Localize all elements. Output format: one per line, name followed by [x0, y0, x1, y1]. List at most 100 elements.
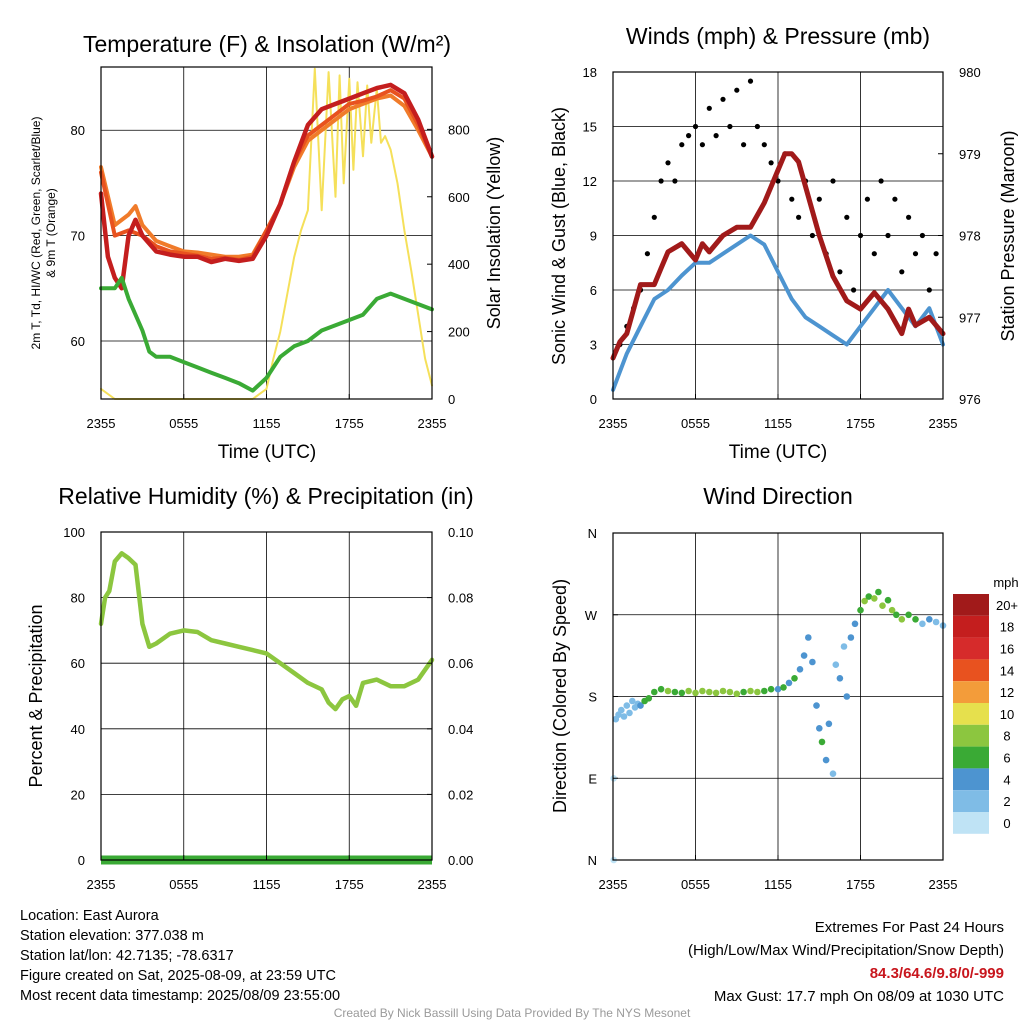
temperature-xtick-label-4: 2355 — [418, 416, 447, 431]
direction-point-8 — [629, 697, 636, 705]
winds-gust-point-19 — [747, 78, 754, 84]
winds-xtick-label-2: 1155 — [764, 416, 792, 431]
winds-ytick-right-2: 978 — [959, 229, 981, 244]
direction-point-29 — [754, 688, 761, 696]
winds-gust-point-14 — [713, 133, 719, 139]
credit-line: Created By Nick Bassill Using Data Provi… — [333, 1006, 691, 1020]
winds-gust-point-25 — [789, 196, 795, 202]
station-latlon: Station lat/lon: 42.7135; -78.6317 — [20, 948, 234, 964]
humidity-ytick-right-1: 0.02 — [448, 787, 473, 802]
temperature-panel: Temperature (F) & Insolation (W/m²) 2355… — [29, 31, 504, 463]
direction-xtick-label-3: 1755 — [846, 877, 875, 892]
direction-point-15 — [657, 685, 665, 693]
winds-gust-point-21 — [761, 142, 767, 148]
speed-colorbar: mph 20+ 18 16 14 12 10 8 6 4 2 0 — [953, 575, 1019, 834]
winds-ylabel-right: Station Pressure (Maroon) — [998, 130, 1018, 341]
winds-gust-point-4 — [644, 251, 651, 257]
direction-point-34 — [785, 679, 793, 687]
colorbar-box-8 — [953, 768, 989, 791]
direction-point-48 — [840, 643, 848, 650]
temperature-ytick-left-1: 70 — [71, 229, 85, 244]
direction-xtick-label-1: 0555 — [681, 877, 710, 892]
direction-point-58 — [884, 596, 892, 604]
direction-point-25 — [726, 688, 734, 696]
winds-gust-point-23 — [775, 178, 781, 184]
humidity-ytick-left-2: 40 — [71, 722, 85, 737]
humidity-xtick-label-3: 1755 — [335, 877, 364, 892]
extremes-info: Extremes For Past 24 Hours (High/Low/Max… — [688, 916, 1004, 1008]
direction-point-35 — [791, 675, 798, 682]
winds-gust-point-46 — [933, 251, 939, 257]
humidity-xtick-label-4: 2355 — [418, 877, 447, 892]
humidity-ytick-right-4: 0.08 — [448, 591, 473, 606]
direction-point-54 — [865, 593, 873, 600]
direction-point-36 — [796, 666, 804, 673]
direction-point-53 — [861, 597, 868, 605]
colorbar-box-10 — [953, 812, 989, 834]
winds-xtick-label-3: 1755 — [846, 416, 875, 431]
direction-point-24 — [719, 687, 727, 695]
direction-point-46 — [832, 661, 840, 668]
direction-point-38 — [805, 634, 812, 641]
temperature-xtick-label-3: 1755 — [335, 416, 364, 431]
humidity-ytick-left-0: 0 — [78, 853, 85, 868]
colorbar-label-10: 0 — [1003, 816, 1010, 831]
colorbar-label-8: 4 — [1003, 772, 1010, 787]
winds-series-pressure — [610, 151, 946, 361]
direction-xtick-label-4: 2355 — [929, 877, 958, 892]
winds-ytick-right-1: 977 — [959, 310, 981, 325]
recent-timestamp: Most recent data timestamp: 2025/08/09 2… — [20, 988, 341, 1004]
winds-series — [610, 78, 946, 392]
temperature-ytick-right-0: 0 — [448, 392, 455, 407]
colorbar-box-6 — [953, 724, 989, 747]
direction-title: Wind Direction — [703, 483, 853, 509]
station-elevation: Station elevation: 377.038 m — [20, 928, 204, 944]
direction-panel: Wind Direction 2355 0555 1155 1755 2355NESWN… — [550, 483, 1019, 892]
colorbar-box-0 — [953, 594, 989, 616]
winds-gust-point-31 — [830, 178, 836, 184]
colorbar-box-2 — [953, 637, 989, 660]
humidity-ytick-right-0: 0.00 — [448, 853, 473, 868]
colorbar-box-7 — [953, 746, 989, 769]
direction-point-11 — [637, 702, 644, 709]
winds-gust-point-44 — [919, 232, 926, 239]
winds-gust-point-16 — [727, 123, 733, 130]
colorbar-label-0: 20+ — [996, 598, 1018, 613]
humidity-ytick-right-5: 0.10 — [448, 525, 473, 540]
colorbar-box-5 — [953, 703, 989, 725]
direction-point-51 — [851, 620, 859, 628]
winds-gust-point-18 — [741, 142, 747, 148]
direction-point-28 — [747, 687, 754, 695]
extremes-subtitle: (High/Low/Max Wind/Precipitation/Snow De… — [688, 942, 1004, 959]
winds-gust-point-8 — [672, 178, 678, 184]
colorbar-label-4: 12 — [1000, 685, 1014, 700]
humidity-ytick-right-2: 0.04 — [448, 722, 473, 737]
humidity-xtick-label-2: 1155 — [253, 877, 281, 892]
direction-point-40 — [813, 702, 820, 709]
winds-gust-point-29 — [816, 196, 822, 202]
direction-point-60 — [893, 611, 900, 619]
direction-point-66 — [932, 618, 940, 626]
direction-point-30 — [761, 687, 768, 695]
direction-point-22 — [706, 688, 713, 696]
colorbar-box-3 — [953, 659, 989, 682]
direction-series — [610, 588, 947, 864]
colorbar-label-1: 18 — [1000, 620, 1014, 635]
winds-gust-point-41 — [899, 269, 905, 275]
direction-point-6 — [623, 702, 631, 709]
winds-ytick-left-1: 3 — [590, 338, 597, 353]
winds-gust-point-5 — [651, 214, 657, 220]
temperature-ylabel-right: Solar Insolation (Yellow) — [484, 137, 504, 329]
winds-gust-point-7 — [665, 160, 671, 166]
direction-point-39 — [809, 658, 816, 666]
winds-ytick-left-3: 9 — [590, 229, 597, 244]
temperature-ytick-left-0: 60 — [71, 334, 85, 349]
winds-gust-point-22 — [768, 160, 774, 166]
max-gust: Max Gust: 17.7 mph On 08/09 at 1030 UTC — [713, 988, 1004, 1005]
winds-gust-point-38 — [878, 178, 884, 184]
direction-point-13 — [645, 695, 653, 702]
winds-ytick-right-3: 979 — [959, 147, 981, 162]
winds-grid — [612, 72, 944, 399]
